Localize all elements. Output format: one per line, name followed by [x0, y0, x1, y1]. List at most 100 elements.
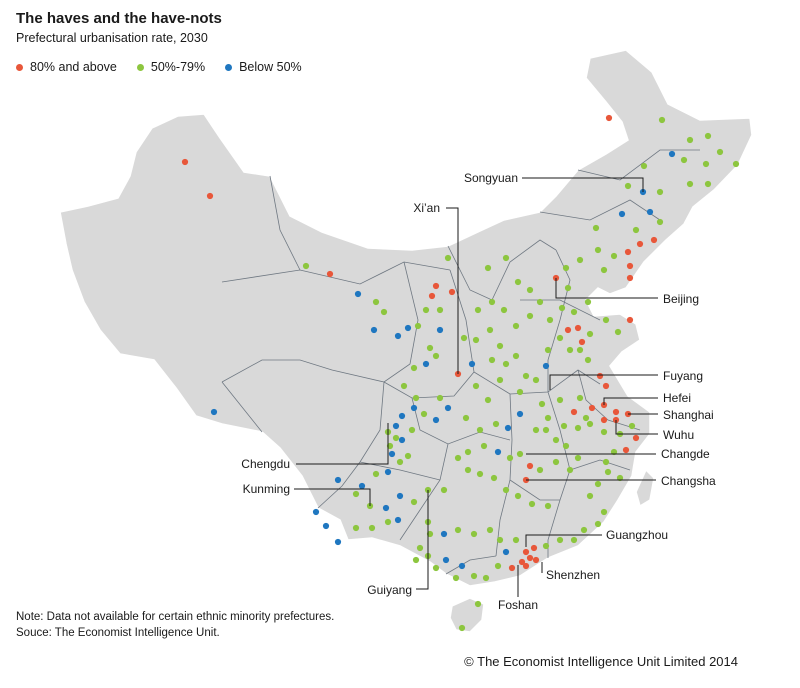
- prefecture-dot: [516, 450, 524, 458]
- prefecture-dot: [605, 114, 613, 122]
- prefecture-dot: [358, 482, 366, 490]
- prefecture-dot: [562, 442, 570, 450]
- prefecture-dot: [570, 308, 578, 316]
- prefecture-dot: [454, 454, 462, 462]
- prefecture-dot: [410, 404, 418, 412]
- prefecture-dot: [410, 364, 418, 372]
- prefecture-dot: [580, 526, 588, 534]
- beijing-leader: [555, 278, 658, 299]
- prefecture-dot: [594, 480, 602, 488]
- shanghai-label: Shanghai: [663, 408, 714, 422]
- prefecture-dot: [476, 426, 484, 434]
- prefecture-dot: [484, 396, 492, 404]
- prefecture-dot: [612, 408, 620, 416]
- prefecture-dot: [576, 394, 584, 402]
- prefecture-dot: [646, 208, 654, 216]
- prefecture-dot: [452, 574, 460, 582]
- shenzhen-label: Shenzhen: [546, 568, 600, 582]
- prefecture-dot: [352, 490, 360, 498]
- prefecture-dot: [380, 308, 388, 316]
- prefecture-dot: [628, 422, 636, 430]
- prefecture-dot: [566, 346, 574, 354]
- prefecture-dot: [532, 426, 540, 434]
- prefecture-dot: [488, 356, 496, 364]
- prefecture-dot: [396, 492, 404, 500]
- prefecture-dot: [602, 458, 610, 466]
- prefecture-dot: [490, 474, 498, 482]
- prefecture-dot: [538, 400, 546, 408]
- prefecture-dot: [636, 240, 644, 248]
- prefecture-dot: [594, 246, 602, 254]
- prefecture-dot: [384, 468, 392, 476]
- legend-label-high: 80% and above: [30, 60, 117, 74]
- footnote: Note: Data not available for certain eth…: [16, 609, 334, 641]
- prefecture-dot: [398, 412, 406, 420]
- prefecture-dot: [600, 428, 608, 436]
- prefecture-dot: [618, 210, 626, 218]
- prefecture-dot: [574, 454, 582, 462]
- songyuan-leader: [522, 177, 644, 192]
- guangzhou-label: Guangzhou: [606, 528, 668, 542]
- legend-item-mid: 50%-79%: [136, 60, 205, 74]
- prefecture-dot: [526, 554, 534, 562]
- beijing-label: Beijing: [663, 292, 699, 306]
- prefecture-dot: [632, 434, 640, 442]
- prefecture-dot: [412, 394, 420, 402]
- prefecture-dot: [586, 330, 594, 338]
- prefecture-dot: [518, 558, 526, 566]
- prefecture-dot: [624, 248, 632, 256]
- changsha-label: Changsha: [661, 474, 716, 488]
- prefecture-dot: [322, 522, 330, 530]
- xian-leader: [446, 207, 459, 374]
- prefecture-dot: [514, 492, 522, 500]
- prefecture-dot: [420, 410, 428, 418]
- prefecture-dot: [522, 372, 530, 380]
- prefecture-dot: [704, 132, 712, 140]
- prefecture-dot: [586, 420, 594, 428]
- prefecture-dot: [528, 500, 536, 508]
- prefecture-dot: [460, 334, 468, 342]
- prefecture-dot: [512, 536, 520, 544]
- prefecture-dot: [472, 336, 480, 344]
- prefecture-dot: [394, 516, 402, 524]
- fuyang-label: Fuyang: [663, 369, 703, 383]
- prefecture-dot: [562, 264, 570, 272]
- leader-lines: [294, 177, 658, 597]
- prefecture-dot: [594, 520, 602, 528]
- prefecture-dot: [600, 416, 608, 424]
- prefecture-dot: [640, 162, 648, 170]
- prefecture-dot: [508, 564, 516, 572]
- prefecture-dot: [404, 452, 412, 460]
- prefecture-dot: [464, 448, 472, 456]
- changde-label: Changde: [661, 447, 710, 461]
- prefecture-dot: [560, 422, 568, 430]
- legend-dot-mid: [136, 63, 144, 71]
- wuhu-label: Wuhu: [663, 428, 694, 442]
- prefecture-dot: [604, 468, 612, 476]
- legend-dot-high: [16, 63, 23, 71]
- prefecture-dot: [496, 342, 504, 350]
- prefecture-dots: [181, 114, 740, 632]
- prefecture-dot: [582, 414, 590, 422]
- prefecture-dot: [686, 180, 694, 188]
- prefecture-dot: [384, 518, 392, 526]
- prefecture-dot: [578, 338, 586, 346]
- prefecture-dot: [596, 372, 604, 380]
- legend-item-high: 80% and above: [16, 60, 117, 74]
- prefecture-dot: [546, 316, 554, 324]
- prefecture-dot: [500, 306, 508, 314]
- prefecture-dot: [486, 526, 494, 534]
- prefecture-dot: [732, 160, 740, 168]
- prefecture-dot: [574, 324, 582, 332]
- prefecture-dot: [468, 360, 476, 368]
- prefecture-dot: [354, 290, 362, 298]
- prefecture-dot: [394, 332, 402, 340]
- prefecture-dot: [602, 316, 610, 324]
- prefecture-dot: [584, 298, 592, 306]
- prefecture-dot: [570, 408, 578, 416]
- prefecture-dot: [576, 346, 584, 354]
- prefecture-dot: [410, 498, 418, 506]
- prefecture-dot: [428, 292, 436, 300]
- prefecture-dot: [470, 572, 478, 580]
- prefecture-dot: [526, 462, 534, 470]
